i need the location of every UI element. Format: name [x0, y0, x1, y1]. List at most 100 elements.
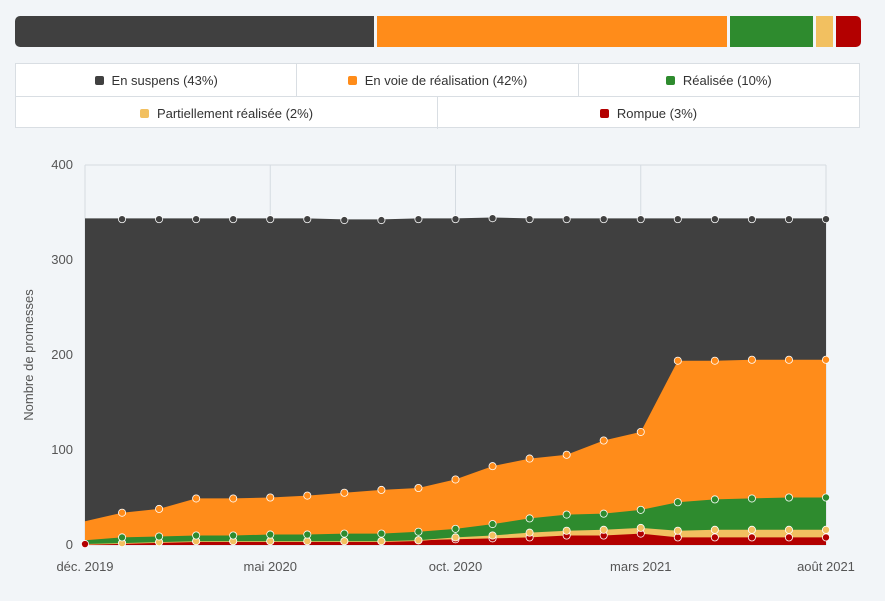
legend-label: En voie de réalisation (42%): [364, 72, 528, 88]
status-distribution-bar: [15, 16, 861, 47]
y-axis-label: Nombre de promesses: [21, 289, 36, 421]
legend-item-rompue[interactable]: Rompue (3%): [438, 97, 859, 129]
data-point: [155, 504, 164, 513]
x-tick-label: mars 2021: [610, 559, 671, 574]
legend-label: Réalisée (10%): [682, 72, 772, 88]
data-point: [451, 533, 460, 542]
data-point: [525, 514, 534, 523]
data-point: [599, 215, 608, 224]
data-point: [229, 494, 238, 503]
legend-item-realisee[interactable]: Réalisée (10%): [579, 64, 859, 96]
data-point: [118, 508, 127, 517]
data-point: [747, 215, 756, 224]
data-point: [229, 531, 238, 540]
data-point: [266, 530, 275, 539]
data-point: [488, 462, 497, 471]
data-point: [747, 533, 756, 542]
data-point: [303, 530, 312, 539]
data-point: [525, 454, 534, 463]
data-point: [822, 533, 831, 542]
legend-row: Partiellement réalisée (2%) Rompue (3%): [16, 96, 859, 129]
data-point: [451, 215, 460, 224]
y-tick-label: 100: [51, 442, 73, 457]
data-point: [784, 493, 793, 502]
data-point: [822, 493, 831, 502]
data-point: [266, 537, 275, 546]
legend-swatch: [599, 108, 609, 118]
data-point: [525, 528, 534, 537]
y-tick-label: 0: [66, 537, 73, 552]
data-point: [266, 493, 275, 502]
legend-item-en-suspens[interactable]: En suspens (43%): [16, 64, 298, 96]
legend-swatch: [347, 75, 357, 85]
chart-points: [81, 214, 831, 549]
legend-label: Partiellement réalisée (2%): [156, 105, 314, 121]
data-point: [599, 509, 608, 518]
data-point: [488, 214, 497, 223]
data-point: [710, 533, 719, 542]
data-point: [414, 536, 423, 545]
x-tick-label: mai 2020: [244, 559, 297, 574]
data-point: [636, 215, 645, 224]
data-point: [303, 215, 312, 224]
data-point: [673, 215, 682, 224]
data-point: [822, 525, 831, 534]
y-tick-label: 200: [51, 347, 73, 362]
data-point: [192, 531, 201, 540]
data-point: [118, 215, 127, 224]
data-point: [340, 488, 349, 497]
data-point: [118, 533, 127, 542]
data-point: [822, 355, 831, 364]
data-point: [599, 436, 608, 445]
data-point: [414, 215, 423, 224]
data-point: [340, 216, 349, 225]
data-point: [451, 475, 460, 484]
data-point: [822, 215, 831, 224]
data-point: [784, 355, 793, 364]
data-point: [81, 540, 90, 549]
data-point: [340, 537, 349, 546]
data-point: [192, 494, 201, 503]
data-point: [747, 525, 756, 534]
data-point: [636, 427, 645, 436]
data-point: [303, 537, 312, 546]
legend-item-partiellement[interactable]: Partiellement réalisée (2%): [16, 97, 438, 129]
legend-label: Rompue (3%): [616, 105, 698, 121]
y-tick-label: 300: [51, 252, 73, 267]
data-point: [673, 526, 682, 535]
data-point: [562, 215, 571, 224]
data-point: [377, 529, 386, 538]
data-point: [562, 510, 571, 519]
y-tick-label: 400: [51, 157, 73, 172]
legend-swatch: [139, 108, 149, 118]
data-point: [377, 485, 386, 494]
data-point: [155, 532, 164, 541]
data-point: [340, 529, 349, 538]
data-point: [784, 533, 793, 542]
data-point: [451, 524, 460, 533]
legend-row: En suspens (43%) En voie de réalisation …: [16, 64, 859, 96]
data-point: [377, 537, 386, 546]
data-point: [414, 527, 423, 536]
x-tick-label: oct. 2020: [429, 559, 483, 574]
data-point: [747, 355, 756, 364]
area-series: [85, 218, 826, 522]
data-point: [266, 215, 275, 224]
data-point: [747, 494, 756, 503]
data-point: [710, 495, 719, 504]
data-point: [155, 215, 164, 224]
data-point: [562, 526, 571, 535]
status-bar-segment: [376, 16, 727, 47]
data-point: [599, 525, 608, 534]
status-bar-segment: [729, 16, 814, 47]
chart-axes: 0 100 200 300 400 déc. 2019 mai 2020 oct. 2020 m…: [21, 157, 855, 574]
status-bar-segment: [816, 16, 833, 47]
status-bar-segment: [835, 16, 861, 47]
legend-label: En suspens (43%): [111, 72, 218, 88]
data-point: [784, 215, 793, 224]
legend-item-en-voie[interactable]: En voie de réalisation (42%): [297, 64, 579, 96]
area-series: [85, 359, 826, 541]
data-point: [673, 356, 682, 365]
legend-swatch: [665, 75, 675, 85]
